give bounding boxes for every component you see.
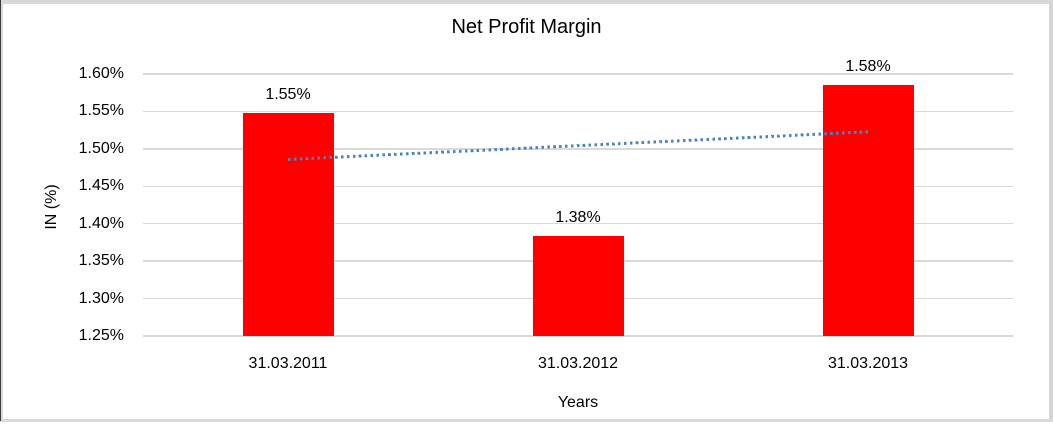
y-tick-label: 1.60% <box>78 65 124 82</box>
y-tick-label: 1.40% <box>78 214 124 232</box>
bar <box>242 112 334 336</box>
chart-title: Net Profit Margin <box>451 16 602 38</box>
x-tick-label: 31.03.2011 <box>248 355 328 372</box>
gridline <box>143 148 1013 150</box>
chart-border-left <box>0 0 2 421</box>
chart-border-bottom <box>0 419 1053 422</box>
bar-data-label: 1.55% <box>265 85 311 103</box>
chart-border-top <box>0 0 1053 4</box>
bar <box>822 85 914 336</box>
gridline <box>143 185 1013 188</box>
gridline <box>143 222 1013 225</box>
chart-border-left-inner <box>1 0 3 421</box>
bar-data-label: 1.58% <box>845 58 891 76</box>
y-tick-label: 1.45% <box>78 177 124 195</box>
x-axis-title: Years <box>557 394 599 411</box>
chart-border-right <box>1049 0 1053 421</box>
gridline <box>143 335 1013 337</box>
gridline <box>143 73 1013 75</box>
bar <box>532 236 624 336</box>
y-tick-label: 1.35% <box>78 252 124 270</box>
trendline <box>287 129 869 161</box>
y-tick-label: 1.50% <box>78 139 124 157</box>
x-tick-label: 31.03.2013 <box>827 355 909 372</box>
bar-data-label: 1.38% <box>555 209 601 227</box>
y-tick-label: 1.25% <box>78 327 124 344</box>
y-tick-label: 1.55% <box>78 102 124 120</box>
x-tick-label: 31.03.2012 <box>537 355 619 372</box>
gridline <box>143 110 1013 113</box>
y-tick-label: 1.30% <box>78 289 124 307</box>
